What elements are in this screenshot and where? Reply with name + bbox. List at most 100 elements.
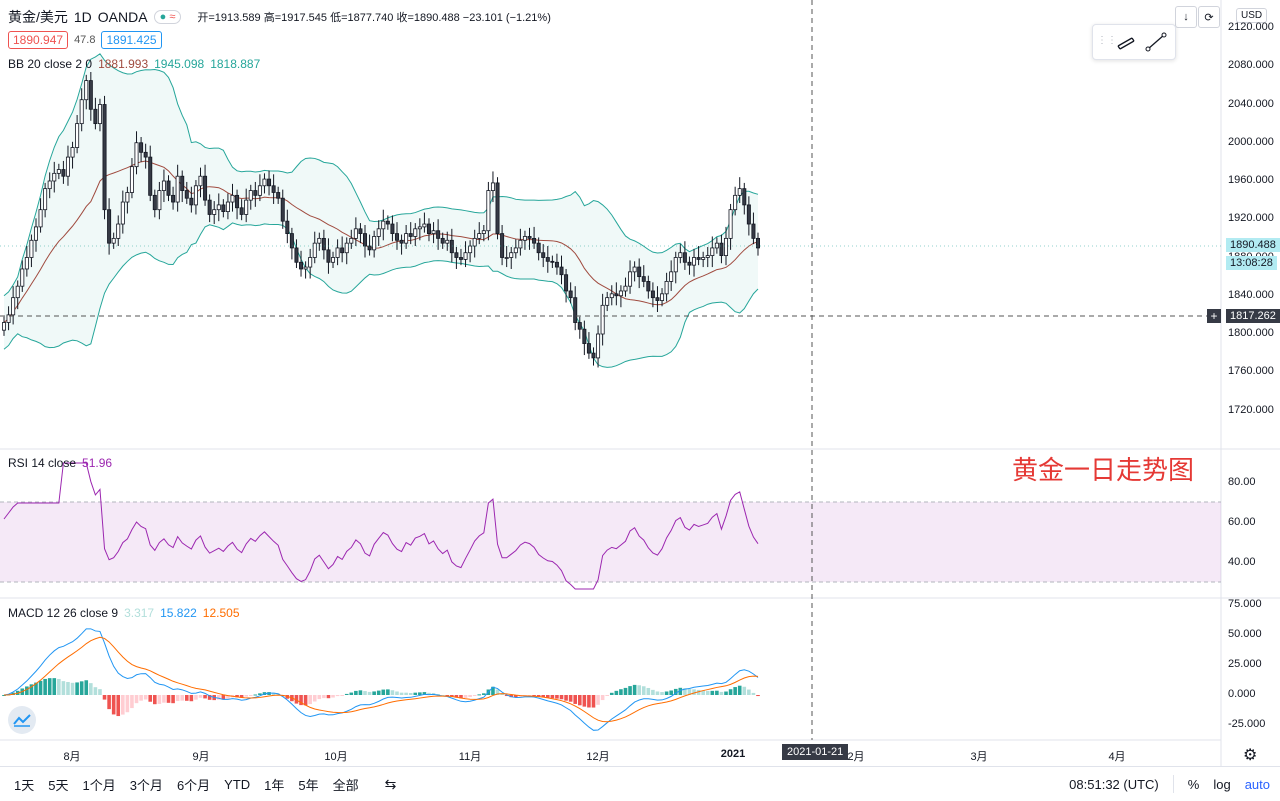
macd-tick: -25.000 xyxy=(1228,718,1266,730)
candle-body xyxy=(253,190,258,196)
chart-annotation[interactable]: 黄金一日走势图 xyxy=(1012,455,1195,485)
add-alert-icon[interactable]: + xyxy=(1207,309,1221,323)
macd-hist-bar xyxy=(568,695,573,702)
percent-toggle[interactable]: % xyxy=(1187,776,1200,792)
range-button-7[interactable]: 5年 xyxy=(298,777,319,793)
range-button-1[interactable]: 5天 xyxy=(48,777,69,793)
candle-body xyxy=(6,314,11,323)
macd-line xyxy=(3,628,759,731)
macd-tick: 25.000 xyxy=(1228,658,1262,670)
buy-price-button[interactable]: 1891.425 xyxy=(101,31,162,49)
channel-tool-icon[interactable] xyxy=(1115,32,1137,52)
candle-body xyxy=(682,252,687,263)
candle-body xyxy=(545,257,550,262)
tradingview-logo-icon[interactable] xyxy=(8,706,36,734)
macd-hist-bar xyxy=(422,692,427,695)
candle-body xyxy=(618,290,623,297)
clock[interactable]: 08:51:32 (UTC) xyxy=(1069,776,1159,792)
macd-hist-bar xyxy=(358,690,363,695)
candle-body xyxy=(93,108,98,125)
bb-upper-line xyxy=(3,53,759,297)
candle-body xyxy=(376,228,381,237)
arrow-down-icon[interactable]: ↓ xyxy=(1175,6,1197,28)
macd-hist-bar xyxy=(646,687,651,695)
candle-body xyxy=(746,204,751,225)
refresh-icon[interactable]: ⟳ xyxy=(1198,6,1220,28)
range-button-0[interactable]: 1天 xyxy=(14,777,35,793)
macd-hist-bar xyxy=(171,695,175,704)
candle-body xyxy=(276,192,281,199)
macd-hist-bar xyxy=(582,695,587,707)
candle-body xyxy=(29,239,34,258)
candle-body xyxy=(477,233,482,239)
candle-body xyxy=(171,194,176,203)
range-button-3[interactable]: 3个月 xyxy=(129,777,163,793)
macd-hist-bar xyxy=(696,689,701,695)
candle-body xyxy=(166,180,171,196)
price-tick: 1920.000 xyxy=(1228,212,1274,225)
chart-canvas[interactable] xyxy=(0,0,1280,766)
candle-body xyxy=(408,233,413,237)
candle-body xyxy=(294,247,299,263)
candle-body xyxy=(554,261,559,268)
macd-hist-bar xyxy=(322,695,326,699)
macd-legend[interactable]: MACD 12 26 close 9 3.317 15.822 12.505 xyxy=(8,606,240,620)
macd-tick: 50.000 xyxy=(1228,628,1262,640)
candle-body xyxy=(440,237,445,244)
macd-hist-bar xyxy=(728,689,733,695)
macd-hist-bar xyxy=(162,695,166,703)
candle-body xyxy=(363,233,368,247)
range-button-5[interactable]: YTD xyxy=(224,776,251,792)
macd-hist-bar xyxy=(655,691,660,695)
candle-body xyxy=(500,233,505,258)
range-button-8[interactable]: 全部 xyxy=(332,777,359,793)
crosshair-price-label: 1817.262 xyxy=(1226,309,1280,323)
log-toggle[interactable]: log xyxy=(1213,776,1231,792)
symbol-name[interactable]: 黄金/美元 xyxy=(8,9,68,25)
candle-body xyxy=(157,190,162,211)
auto-toggle[interactable]: auto xyxy=(1244,776,1270,792)
macd-hist-bar xyxy=(66,682,70,695)
sell-price-button[interactable]: 1890.947 xyxy=(8,31,69,49)
goto-date-icon[interactable]: ⇆ xyxy=(384,775,397,792)
candle-body xyxy=(285,220,290,234)
range-button-4[interactable]: 6个月 xyxy=(176,777,211,793)
macd-hist-bar xyxy=(408,693,413,695)
candle-body xyxy=(458,257,463,260)
candle-body xyxy=(605,297,610,306)
price-tick: 1800.000 xyxy=(1228,327,1274,339)
macd-hist-bar xyxy=(116,695,121,717)
interval[interactable]: 1D xyxy=(73,9,92,25)
candle-body xyxy=(550,260,555,263)
macd-hist-bar xyxy=(440,694,445,696)
settings-gear-icon[interactable]: ⚙ xyxy=(1243,747,1258,764)
range-button-6[interactable]: 1年 xyxy=(264,777,285,793)
candle-body xyxy=(381,220,386,230)
candle-body xyxy=(724,237,729,256)
candle-body xyxy=(705,255,710,258)
rsi-legend[interactable]: RSI 14 close 51.96 xyxy=(8,456,112,470)
macd-hist-bar xyxy=(43,678,47,695)
macd-hist-bar xyxy=(61,681,66,695)
symbol-legend: 黄金/美元 1D OANDA ● ≈ 开=1913.589 高=1917.545… xyxy=(8,7,551,27)
range-button-2[interactable]: 1个月 xyxy=(82,777,116,793)
macd-hist-bar xyxy=(559,695,564,700)
candle-body xyxy=(317,237,322,244)
bb-legend[interactable]: BB 20 close 2 0 1881.993 1945.098 1818.8… xyxy=(8,57,260,71)
candle-body xyxy=(216,204,221,211)
time-tick: 2021 xyxy=(720,748,746,760)
price-tick: 2000.000 xyxy=(1228,135,1274,148)
macd-hist-bar xyxy=(349,692,354,695)
macd-hist-bar xyxy=(184,695,189,701)
bottom-toolbar: 1天 5天 1个月 3个月 6个月 YTD 1年 5年 全部 ⇆ 08:51:32 (UTC) … xyxy=(0,766,1280,801)
drag-handle-icon[interactable]: ⋮⋮ xyxy=(1097,35,1117,46)
currency-button[interactable]: USD xyxy=(1236,8,1268,23)
macd-hist-bar xyxy=(52,678,57,695)
macd-hist-bar xyxy=(495,689,500,695)
candle-body xyxy=(518,239,523,249)
candle-body xyxy=(490,182,495,191)
macd-hist-bar xyxy=(527,695,532,696)
candle-body xyxy=(586,343,591,354)
candle-body xyxy=(56,169,61,174)
trendline-tool-icon[interactable] xyxy=(1145,32,1167,52)
